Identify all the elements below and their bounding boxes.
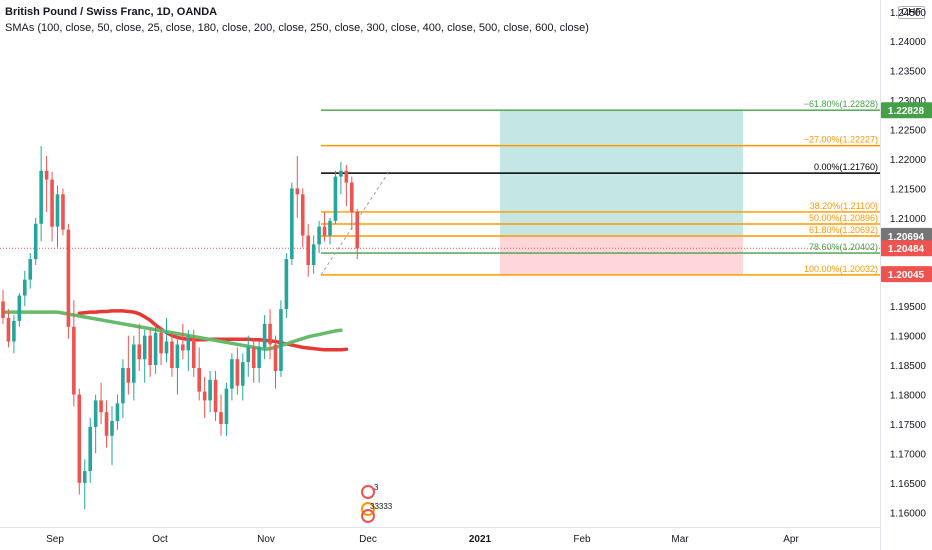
candle-body	[284, 259, 289, 310]
candle-body	[181, 344, 185, 351]
candle-body	[132, 344, 136, 383]
fib-level-label: −27.00%(1.22227)	[804, 135, 878, 145]
currency-badge[interactable]: CHF	[898, 6, 925, 19]
candle-body	[44, 170, 49, 180]
candle-body	[50, 179, 54, 227]
candle-body	[322, 226, 327, 236]
candle-body	[350, 182, 354, 212]
candle-body	[197, 368, 201, 392]
candle-body	[208, 379, 212, 401]
candle-body	[6, 317, 11, 342]
candle-body	[257, 347, 261, 369]
candle-body	[77, 394, 82, 483]
candle-body	[339, 170, 343, 177]
chart-title: British Pound / Swiss Franc, 1D, OANDA	[5, 6, 218, 18]
candle-body	[290, 188, 294, 260]
candle-body	[159, 332, 163, 354]
price-axis[interactable]	[880, 0, 932, 550]
candle-body	[82, 471, 87, 483]
candle-body	[191, 338, 196, 369]
candle-body	[235, 359, 240, 386]
candle-body	[39, 170, 43, 224]
candle-body	[55, 194, 60, 227]
candle-body	[88, 426, 92, 472]
candles	[1, 146, 360, 510]
fib-level-label: 50.00%(1.20896)	[809, 213, 878, 223]
event-marker-icon	[361, 509, 375, 523]
fib-trend-line	[320, 172, 389, 276]
event-marker-icon	[361, 502, 375, 516]
candle-body	[1, 301, 5, 318]
fib-level-label: 0.00%(1.21760)	[814, 162, 878, 172]
candle-body	[317, 226, 321, 245]
fib-level-label: −61.80%(1.22828)	[804, 99, 878, 109]
candle-body	[115, 403, 120, 422]
candle-body	[170, 341, 174, 369]
event-label: 33333	[370, 502, 393, 511]
fib-level-label: 78.60%(1.20402)	[809, 242, 878, 252]
candle-body	[224, 388, 229, 424]
time-axis-border	[0, 527, 880, 528]
candle-body	[121, 368, 125, 404]
candle-body	[202, 391, 207, 401]
candle-body	[23, 279, 27, 296]
fib-level-label: 61.80%(1.20692)	[809, 225, 878, 235]
candle-body	[355, 211, 360, 249]
candle-body	[33, 223, 38, 260]
candle-body	[164, 341, 169, 354]
position-zones	[0, 110, 880, 275]
candle-body	[142, 335, 147, 360]
candle-body	[213, 379, 218, 413]
candle-body	[344, 170, 349, 183]
candle-body	[262, 323, 267, 348]
candle-body	[273, 344, 278, 371]
candle-body	[110, 421, 114, 436]
candle-body	[230, 359, 234, 389]
sma-legend[interactable]: SMAs (100, close, 50, close, 25, close, …	[5, 22, 589, 34]
sma-red-line	[77, 309, 349, 352]
candle-body	[328, 220, 332, 236]
candle-body	[175, 344, 180, 369]
candle-body	[251, 347, 256, 369]
candle-body	[66, 229, 71, 327]
candle-body	[93, 400, 98, 427]
candle-body	[300, 194, 305, 236]
stop-zone	[500, 235, 743, 275]
candle-body	[61, 194, 65, 230]
sma-green-line	[1, 310, 343, 351]
candle-body	[333, 176, 338, 221]
candle-body	[72, 326, 76, 395]
event-marker-icon	[361, 485, 375, 499]
candle-body	[219, 412, 223, 424]
candle-body	[306, 235, 310, 265]
candle-body	[99, 400, 103, 413]
sma-lines	[1, 309, 349, 352]
candle-body	[279, 309, 283, 371]
fibonacci-retracement[interactable]: −61.80%(1.22828) −27.00%(1.22227) 0.00%(1.…	[320, 99, 880, 276]
candle-body	[126, 368, 131, 383]
candle-body	[148, 335, 152, 366]
candle-body	[17, 295, 22, 321]
candle-body	[28, 259, 33, 280]
candle-body	[241, 362, 245, 386]
candle-body	[268, 323, 272, 345]
candle-body	[246, 347, 251, 363]
fib-level-label: 38.20%(1.21100)	[810, 201, 878, 211]
fib-level-label: 100.00%(1.20032)	[804, 264, 878, 274]
candle-body	[311, 244, 316, 265]
candle-body	[186, 338, 191, 351]
candle-body	[295, 188, 300, 195]
event-label: 3	[374, 483, 379, 492]
candle-body	[104, 412, 109, 436]
candle-body	[153, 332, 158, 366]
candle-body	[137, 344, 142, 360]
candle-body	[12, 320, 16, 342]
